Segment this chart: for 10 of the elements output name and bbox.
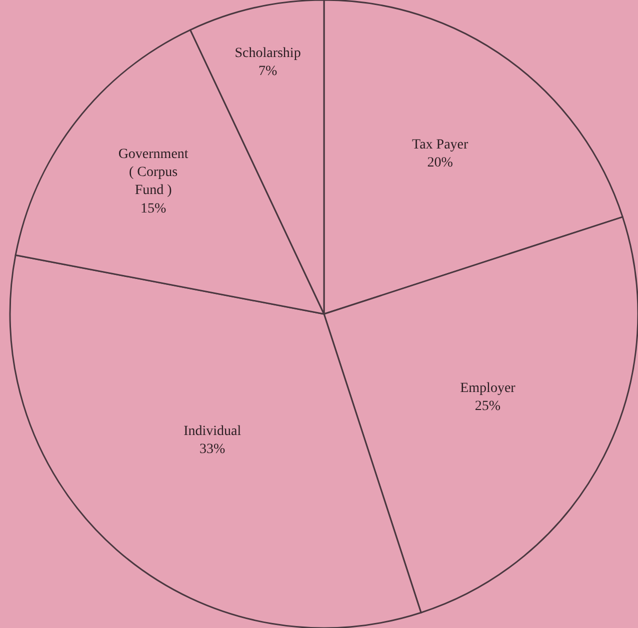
slice-label: Individual [184, 424, 242, 439]
data-label: 20% [427, 156, 454, 171]
data-label: 15% [140, 201, 166, 216]
slice-label: Employer [460, 380, 516, 396]
data-label: 25% [474, 399, 501, 414]
slice-label: Government ( Corpus Fund ) [118, 146, 188, 198]
data-label: 7% [258, 64, 278, 80]
slice-label: Tax Payer [412, 137, 468, 152]
data-label: 33% [200, 442, 226, 458]
slice-label: Scholarship [234, 46, 301, 61]
